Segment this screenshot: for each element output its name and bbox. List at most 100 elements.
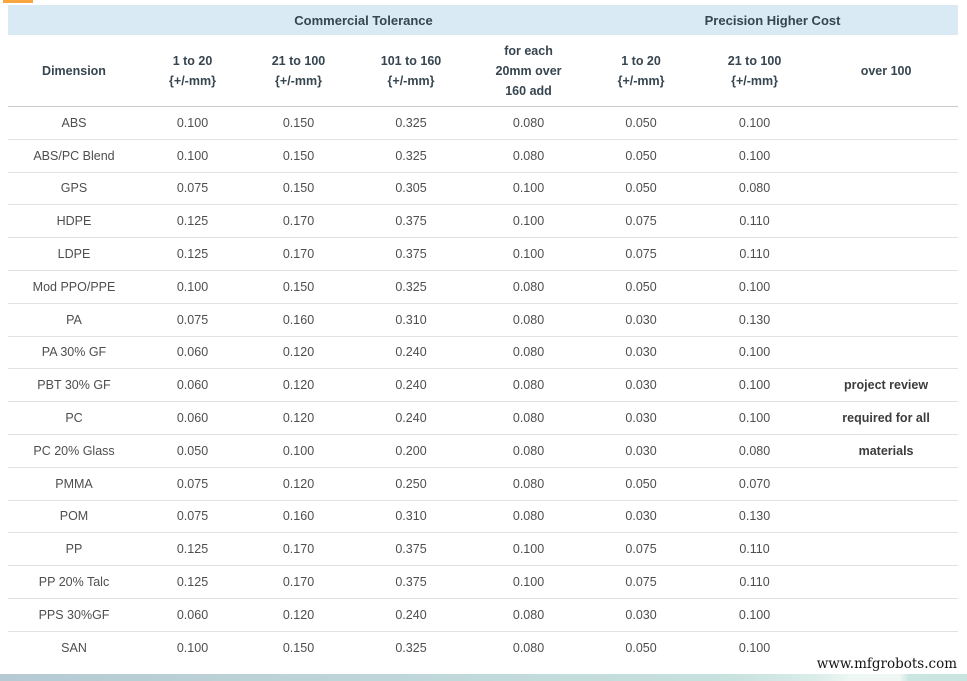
note-cell [814, 269, 959, 304]
material-cell: GPS [8, 171, 140, 205]
value-cell: 0.080 [695, 171, 815, 205]
value-cell: 0.375 [352, 204, 470, 238]
value-cell: 0.075 [140, 466, 245, 501]
value-cell: 0.060 [140, 335, 245, 369]
material-cell: Mod PPO/PPE [8, 269, 140, 304]
table-header: Commercial Tolerance Precision Higher Co… [8, 5, 959, 107]
note-cell [814, 106, 959, 140]
column-header-com-1-to-20: 1 to 20 {+/-mm} [140, 35, 245, 107]
value-cell: 0.375 [352, 532, 470, 566]
value-cell: 0.150 [245, 630, 352, 664]
value-cell: 0.030 [587, 433, 696, 468]
value-cell: 0.325 [352, 106, 470, 140]
material-cell: POM [8, 499, 140, 533]
value-cell: 0.100 [140, 630, 245, 664]
value-cell: 0.050 [587, 138, 696, 173]
note-cell [814, 138, 959, 173]
value-cell: 0.150 [245, 138, 352, 173]
value-cell: 0.100 [470, 171, 588, 205]
value-cell: 0.080 [470, 499, 588, 533]
value-cell: 0.050 [140, 433, 245, 468]
value-cell: 0.120 [245, 597, 352, 632]
column-header-com-101-to-160: 101 to 160 {+/-mm} [352, 35, 470, 107]
table-row: POM 0.075 0.160 0.310 0.080 0.030 0.130 [8, 499, 959, 533]
value-cell: 0.250 [352, 466, 470, 501]
value-cell: 0.075 [587, 532, 696, 566]
value-cell: 0.075 [140, 302, 245, 337]
value-cell: 0.080 [470, 433, 588, 468]
value-cell: 0.310 [352, 302, 470, 337]
table-row: ABS 0.100 0.150 0.325 0.080 0.050 0.100 [8, 106, 959, 140]
column-header-dimension: Dimension [8, 35, 140, 107]
value-cell: 0.100 [695, 401, 815, 435]
value-cell: 0.100 [695, 335, 815, 369]
value-cell: 0.375 [352, 565, 470, 599]
value-cell: 0.130 [695, 302, 815, 337]
value-cell: 0.110 [695, 204, 815, 238]
material-cell: LDPE [8, 237, 140, 271]
value-cell: 0.080 [470, 368, 588, 402]
note-cell [814, 499, 959, 533]
table-row: PA 30% GF 0.060 0.120 0.240 0.080 0.030 0.100 [8, 335, 959, 369]
value-cell: 0.050 [587, 630, 696, 664]
note-cell [814, 302, 959, 337]
material-cell: HDPE [8, 204, 140, 238]
value-cell: 0.100 [470, 565, 588, 599]
value-cell: 0.030 [587, 302, 696, 337]
value-cell: 0.240 [352, 597, 470, 632]
group-header-commercial: Commercial Tolerance [140, 5, 588, 35]
note-cell [814, 565, 959, 599]
group-header-row: Commercial Tolerance Precision Higher Co… [8, 5, 959, 35]
value-cell: 0.100 [470, 204, 588, 238]
value-cell: 0.080 [470, 302, 588, 337]
value-cell: 0.125 [140, 204, 245, 238]
value-cell: 0.075 [587, 204, 696, 238]
value-cell: 0.080 [470, 269, 588, 304]
value-cell: 0.050 [587, 171, 696, 205]
value-cell: 0.100 [140, 269, 245, 304]
table-row: PC 0.060 0.120 0.240 0.080 0.030 0.100 required… [8, 401, 959, 435]
table-row: PP 20% Talc 0.125 0.170 0.375 0.100 0.075 0.11… [8, 565, 959, 599]
column-header-per-20mm-over-160: for each 20mm over 160 add [470, 35, 588, 107]
column-header-com-21-to-100: 21 to 100 {+/-mm} [245, 35, 352, 107]
material-cell: ABS/PC Blend [8, 138, 140, 173]
value-cell: 0.050 [587, 269, 696, 304]
value-cell: 0.100 [470, 237, 588, 271]
value-cell: 0.120 [245, 466, 352, 501]
value-cell: 0.200 [352, 433, 470, 468]
value-cell: 0.310 [352, 499, 470, 533]
group-header-spacer [8, 5, 140, 35]
value-cell: 0.325 [352, 138, 470, 173]
value-cell: 0.100 [140, 138, 245, 173]
group-header-precision: Precision Higher Cost [587, 5, 959, 35]
note-cell: required for all [814, 401, 959, 435]
value-cell: 0.075 [140, 499, 245, 533]
value-cell: 0.100 [695, 138, 815, 173]
table-row: PC 20% Glass 0.050 0.100 0.200 0.080 0.030 0.0… [8, 433, 959, 468]
value-cell: 0.060 [140, 368, 245, 402]
value-cell: 0.030 [587, 335, 696, 369]
column-header-row: Dimension 1 to 20 {+/-mm} 21 to 100 {+/-mm} 1… [8, 35, 959, 107]
material-cell: PA 30% GF [8, 335, 140, 369]
value-cell: 0.050 [587, 106, 696, 140]
value-cell: 0.120 [245, 401, 352, 435]
table-row: GPS 0.075 0.150 0.305 0.100 0.050 0.080 [8, 171, 959, 205]
value-cell: 0.170 [245, 532, 352, 566]
value-cell: 0.075 [587, 237, 696, 271]
value-cell: 0.240 [352, 368, 470, 402]
material-cell: PC 20% Glass [8, 433, 140, 468]
table-row: LDPE 0.125 0.170 0.375 0.100 0.075 0.110 [8, 237, 959, 271]
value-cell: 0.080 [470, 597, 588, 632]
material-cell: PPS 30%GF [8, 597, 140, 632]
value-cell: 0.120 [245, 368, 352, 402]
column-header-pre-21-to-100: 21 to 100 {+/-mm} [695, 35, 815, 107]
material-cell: PBT 30% GF [8, 368, 140, 402]
value-cell: 0.110 [695, 237, 815, 271]
value-cell: 0.125 [140, 237, 245, 271]
table-row: ABS/PC Blend 0.100 0.150 0.325 0.080 0.050 0.1… [8, 138, 959, 173]
value-cell: 0.160 [245, 302, 352, 337]
material-cell: PA [8, 302, 140, 337]
note-cell: materials [814, 433, 959, 468]
table-body: ABS 0.100 0.150 0.325 0.080 0.050 0.100 ABS/PC … [8, 106, 959, 664]
top-left-accent-mark [3, 0, 33, 3]
